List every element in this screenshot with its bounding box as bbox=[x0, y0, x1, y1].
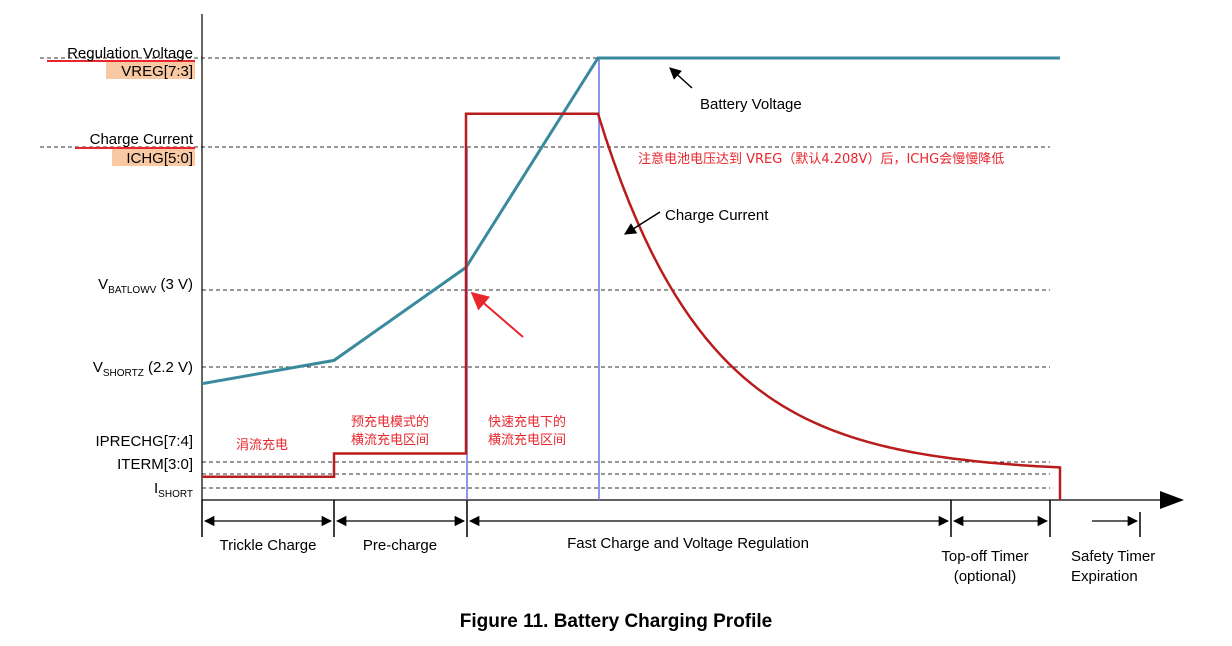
precharge-phase-label: Pre-charge bbox=[363, 537, 437, 554]
phase-dividers bbox=[201, 500, 1141, 537]
vreg-title-label: Regulation Voltage bbox=[67, 45, 193, 62]
topoff-phase-label-1: Top-off Timer bbox=[941, 548, 1028, 565]
vreg-register-label: VREG[7:3] bbox=[121, 63, 193, 80]
figure-caption: Figure 11. Battery Charging Profile bbox=[460, 611, 773, 632]
x-axis-arrowhead bbox=[1160, 491, 1184, 509]
battery-voltage-pointer bbox=[669, 67, 693, 89]
fast-cn-note-2: 横流充电区间 bbox=[488, 432, 566, 448]
safety-phase-label-2: Expiration bbox=[1071, 568, 1138, 585]
precharge-cn-note-2: 横流充电区间 bbox=[351, 432, 429, 448]
battery-voltage-line bbox=[201, 56, 1060, 386]
iterm-label: ITERM[3:0] bbox=[117, 456, 193, 473]
topoff-phase-label-2: (optional) bbox=[954, 568, 1017, 585]
cv-note-annotation: 注意电池电压达到 VREG（默认4.208V）后，ICHG会慢慢降低 bbox=[638, 151, 1004, 167]
vbatlowv-label: VBATLOWV (3 V) bbox=[98, 276, 193, 296]
vreg-reg-highlight bbox=[106, 61, 195, 79]
vshortz-label: VSHORTZ (2.2 V) bbox=[93, 359, 193, 379]
trickle-cn-note: 涓流充电 bbox=[236, 437, 288, 453]
iprechg-label: IPRECHG[7:4] bbox=[95, 433, 193, 450]
safety-phase-label-1: Safety Timer bbox=[1071, 548, 1155, 565]
trickle-phase-label: Trickle Charge bbox=[220, 537, 317, 554]
ishort-label: ISHORT bbox=[154, 480, 193, 500]
charge-current-annotation: Charge Current bbox=[665, 207, 769, 224]
red-pointer-arrow bbox=[470, 291, 524, 338]
ichg-register-label: ICHG[5:0] bbox=[126, 150, 193, 167]
precharge-cn-note-1: 预充电模式的 bbox=[351, 414, 429, 430]
ichg-title-label: Charge Current bbox=[90, 131, 194, 148]
battery-voltage-annotation: Battery Voltage bbox=[700, 96, 802, 113]
fast-phase-label: Fast Charge and Voltage Regulation bbox=[567, 535, 809, 552]
ichg-reg-highlight bbox=[112, 148, 195, 166]
fast-cn-note-1: 快速充电下的 bbox=[488, 414, 566, 430]
charge-current-pointer bbox=[623, 211, 661, 235]
charge-current-line bbox=[202, 112, 1062, 500]
